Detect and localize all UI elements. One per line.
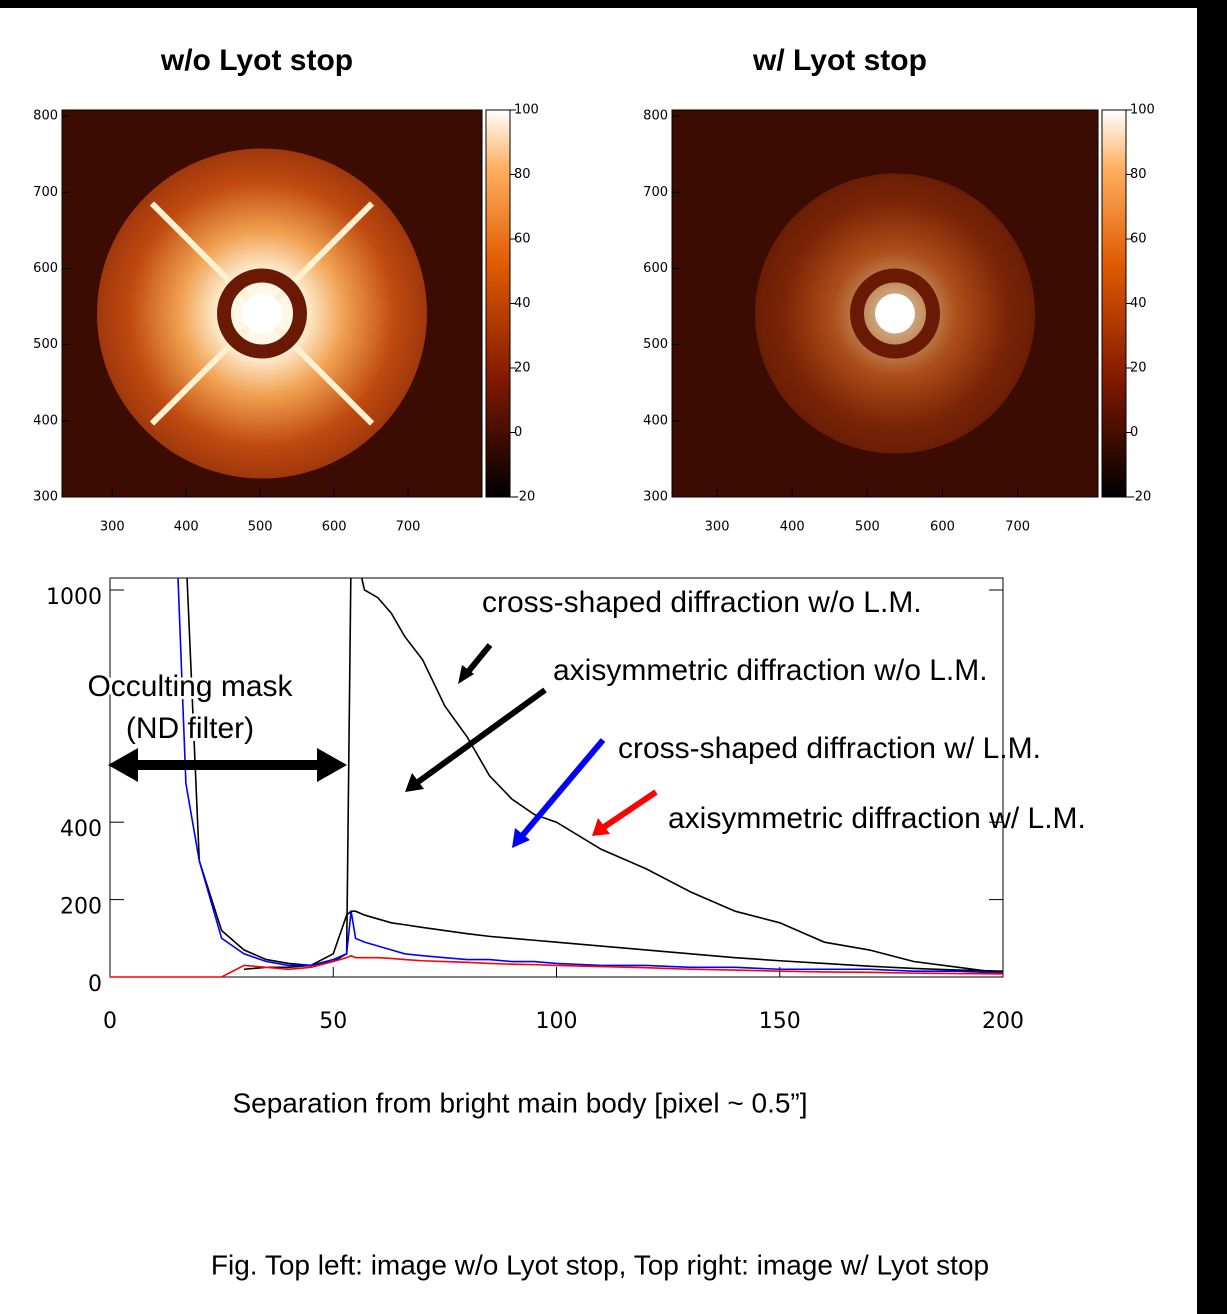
y-tick-label: 600 — [33, 261, 58, 276]
x-tick-label: 400 — [174, 520, 199, 535]
y-tick-label: 700 — [643, 185, 668, 200]
y-tick-label: 400 — [60, 817, 102, 842]
colorbar — [486, 110, 510, 497]
y-tick-label: 200 — [60, 895, 102, 920]
colorbar-tick-label: 100 — [1130, 103, 1155, 118]
y-tick-label: 0 — [88, 972, 102, 997]
x-tick-label: 50 — [319, 1009, 347, 1034]
series-annotation: axisymmetric diffraction w/o L.M. — [553, 654, 988, 687]
x-tick-label: 300 — [100, 520, 125, 535]
x-tick-label: 300 — [705, 520, 730, 535]
x-tick-label: 600 — [930, 520, 955, 535]
colorbar-tick-label: 20 — [1130, 361, 1147, 376]
x-tick-label: 700 — [1005, 520, 1030, 535]
x-tick-label: 100 — [536, 1009, 578, 1034]
y-tick-label: 600 — [643, 261, 668, 276]
x-tick-label: 0 — [103, 1009, 117, 1034]
y-tick-label: 800 — [33, 109, 58, 124]
x-tick-label: 500 — [248, 520, 273, 535]
colorbar-tick-label: 0 — [1130, 425, 1138, 440]
mask-annotation: (ND filter) — [126, 712, 254, 745]
x-axis-label: Separation from bright main body [pixel … — [232, 1087, 807, 1118]
y-tick-label: 300 — [33, 490, 58, 505]
series-line — [244, 911, 1003, 971]
y-tick-label: 400 — [33, 413, 58, 428]
colorbar-tick-label: 60 — [514, 232, 531, 247]
colorbar-tick-label: 80 — [1130, 167, 1147, 182]
colorbar-tick-label: -20 — [514, 490, 535, 505]
colorbar-tick-label: 40 — [1130, 296, 1147, 311]
x-tick-label: 700 — [396, 520, 421, 535]
y-tick-label: 500 — [33, 337, 58, 352]
y-tick-label: 1000 — [46, 585, 102, 610]
colorbar-tick-label: 80 — [514, 167, 531, 182]
colorbar-tick-label: 20 — [514, 361, 531, 376]
y-tick-label: 700 — [33, 185, 58, 200]
y-tick-label: 300 — [643, 490, 668, 505]
series-annotation: cross-shaped diffraction w/ L.M. — [618, 732, 1041, 765]
x-tick-label: 600 — [322, 520, 347, 535]
series-annotation: cross-shaped diffraction w/o L.M. — [482, 586, 922, 619]
colorbar — [1102, 110, 1126, 497]
caption: Fig. Top left: image w/o Lyot stop, Top … — [211, 1249, 989, 1280]
x-tick-label: 150 — [759, 1009, 801, 1034]
x-tick-label: 200 — [982, 1009, 1024, 1034]
colorbar-tick-label: 60 — [1130, 232, 1147, 247]
y-tick-label: 400 — [643, 413, 668, 428]
figure: Fig. Top left: image w/o Lyot stop, Top … — [0, 0, 1227, 1314]
panel-title: w/o Lyot stop — [160, 44, 353, 77]
core — [242, 294, 282, 334]
colorbar-tick-label: 0 — [514, 425, 522, 440]
x-tick-label: 500 — [855, 520, 880, 535]
colorbar-tick-label: -20 — [1130, 490, 1151, 505]
right-border — [1197, 0, 1227, 1314]
plot-frame — [110, 578, 1003, 977]
series-annotation: axisymmetric diffraction w/ L.M. — [668, 802, 1086, 835]
y-tick-label: 800 — [643, 109, 668, 124]
colorbar-tick-label: 40 — [514, 296, 531, 311]
y-tick-label: 500 — [643, 337, 668, 352]
core — [875, 294, 915, 334]
colorbar-tick-label: 100 — [514, 103, 539, 118]
panel-title: w/ Lyot stop — [752, 44, 927, 77]
mask-annotation: Occulting mask — [87, 670, 293, 703]
top-border — [0, 0, 1227, 8]
page: Fig. Top left: image w/o Lyot stop, Top … — [0, 0, 1227, 1314]
x-tick-label: 400 — [780, 520, 805, 535]
